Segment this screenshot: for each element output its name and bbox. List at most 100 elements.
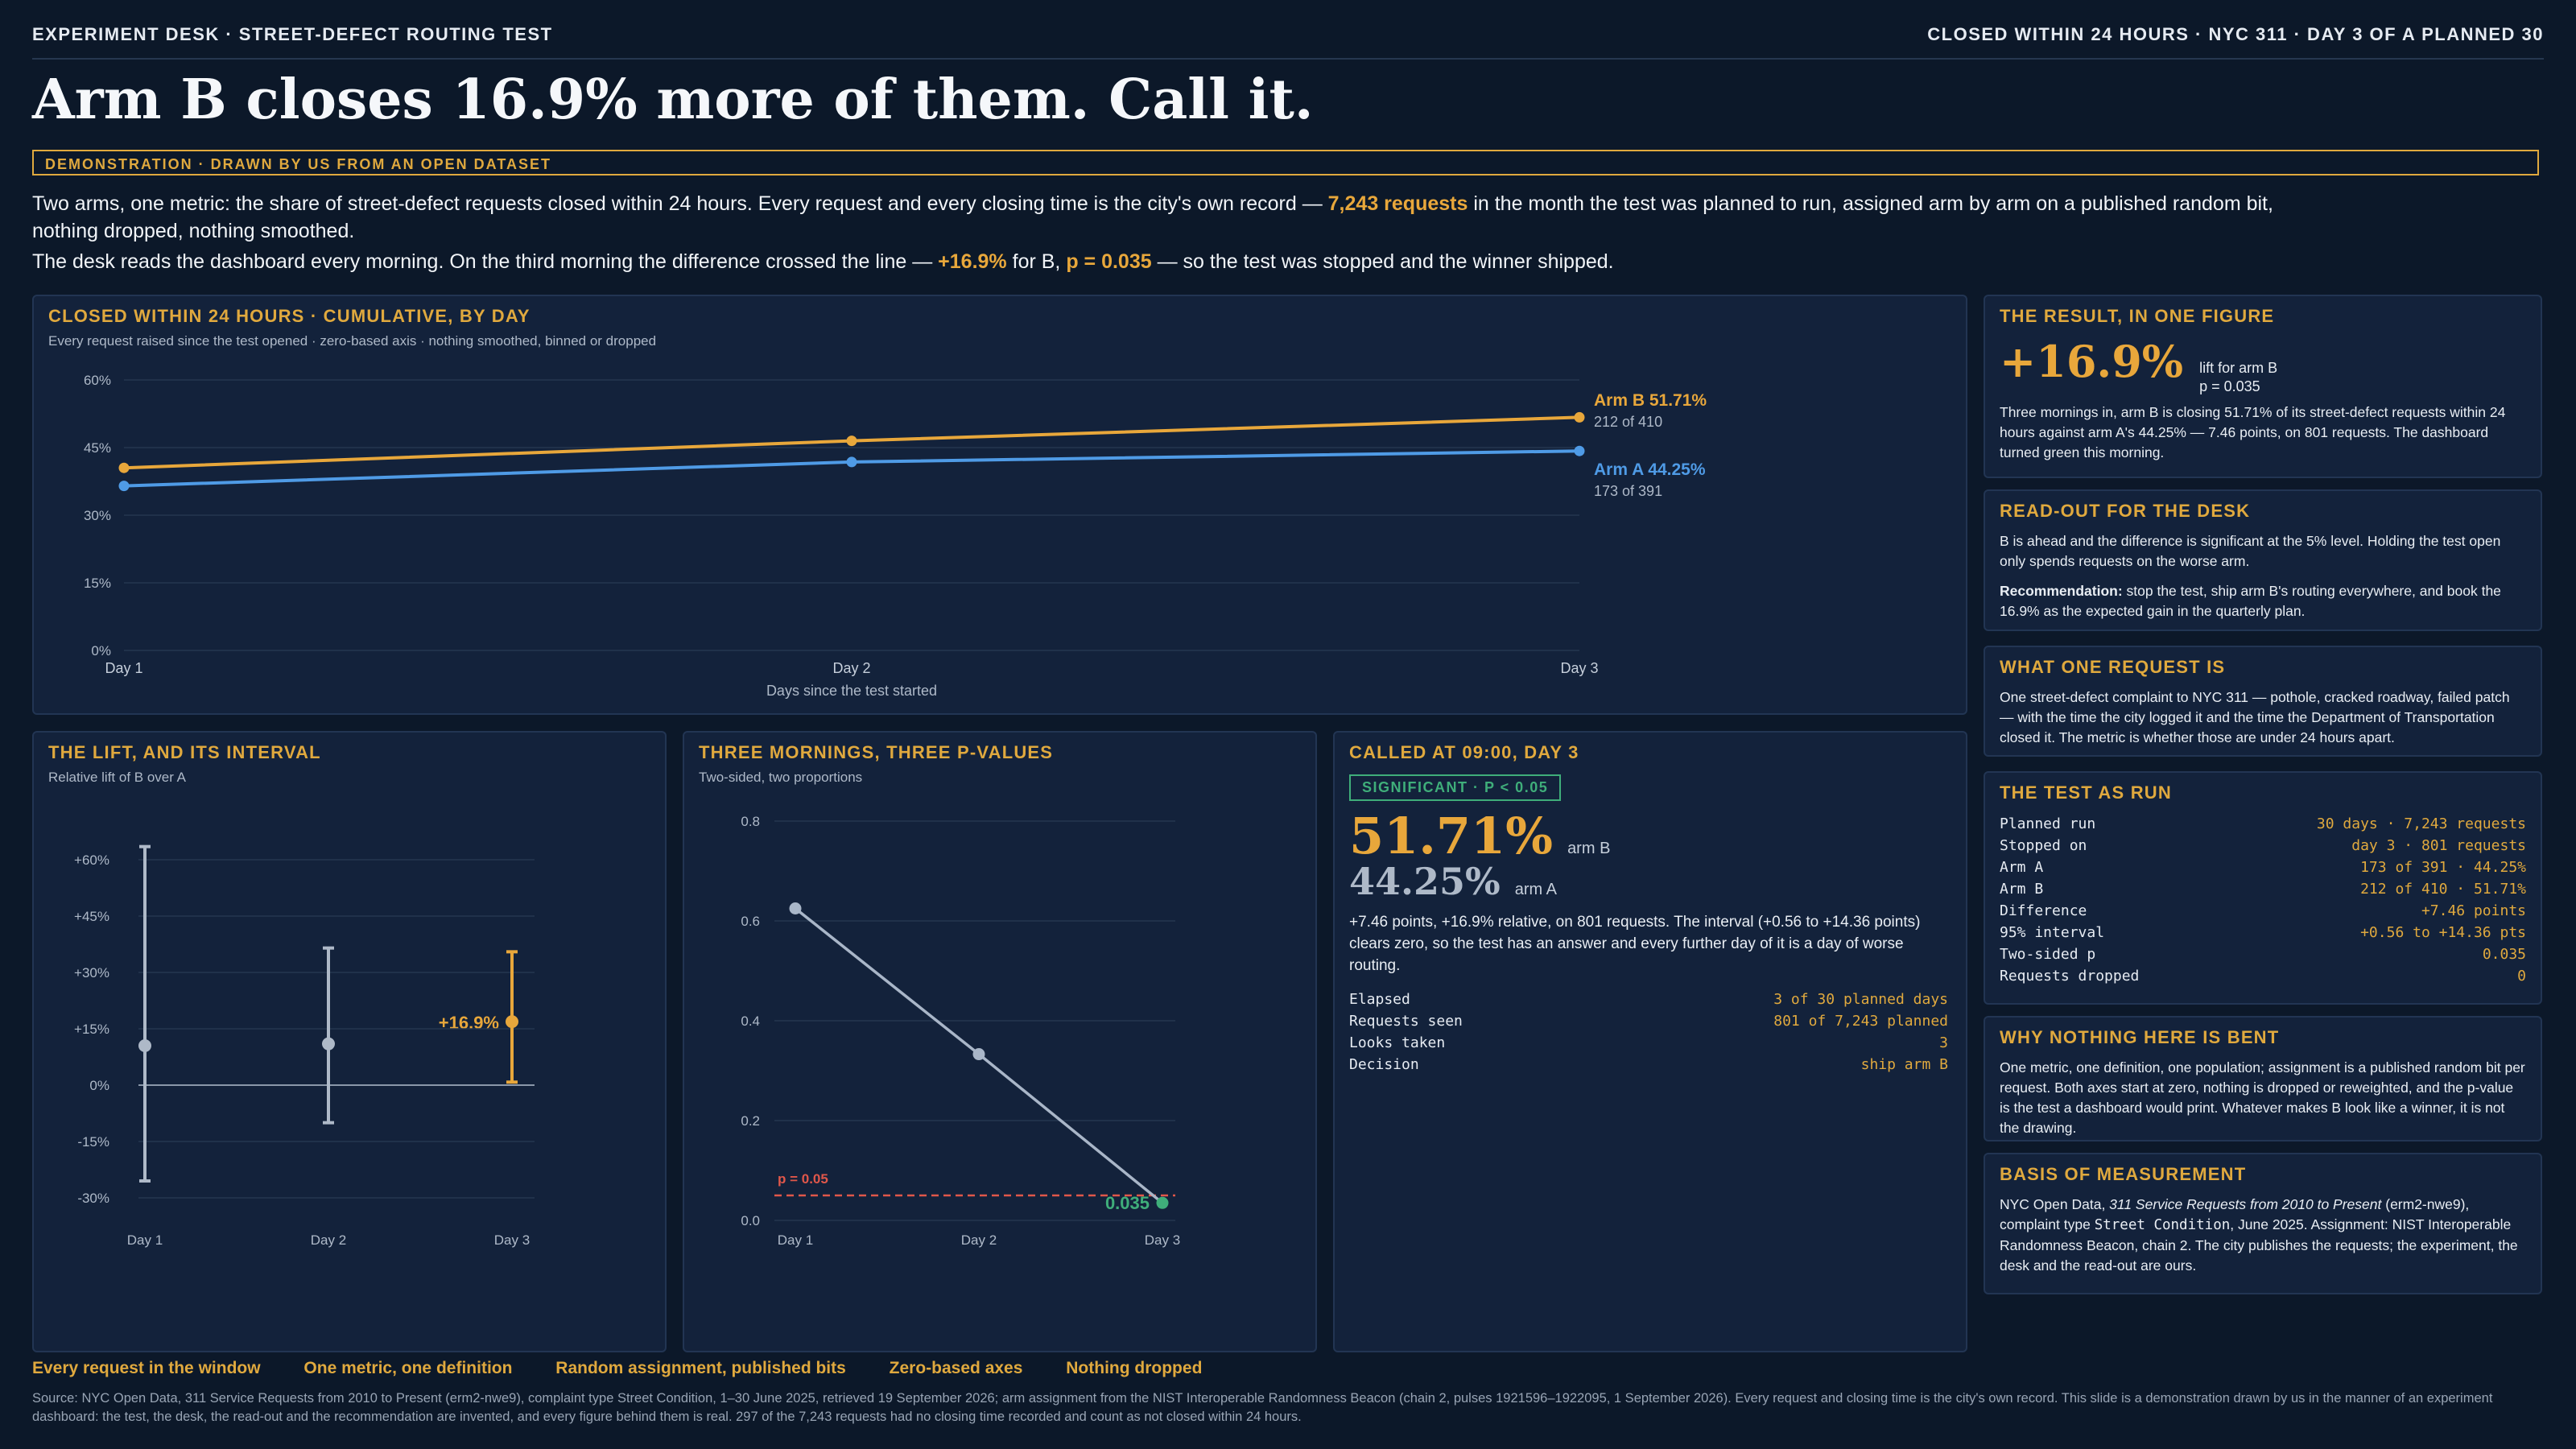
test-value: 0.035	[2482, 946, 2526, 963]
threshold-label: p = 0.05	[778, 1171, 828, 1187]
lift-point	[138, 1039, 151, 1052]
lede-paragraph-2: The desk reads the dashboard every morni…	[32, 248, 2334, 275]
request-card: WHAT ONE REQUEST IS One street-defect co…	[1984, 646, 2542, 757]
test-key: 95% interval	[2000, 924, 2105, 941]
test-key: Planned run	[2000, 815, 2096, 832]
test-row: Arm A 173 of 391 · 44.25%	[2000, 857, 2526, 878]
test-value: 173 of 391 · 44.25%	[2360, 859, 2526, 876]
page-title: Arm B closes 16.9% more of them. Call it…	[32, 68, 1314, 132]
pvalue-point	[972, 1048, 985, 1061]
test-key: Arm A	[2000, 859, 2044, 876]
test-key: Requests dropped	[2000, 968, 2140, 985]
recommendation-text: stop the test, ship arm B's routing ever…	[2000, 583, 2501, 619]
result-body: Three mornings in, arm B is closing 51.7…	[2000, 404, 2506, 460]
readout-card: READ-OUT FOR THE DESK B is ahead and the…	[1984, 489, 2542, 631]
big-arm-a-value: 44.25%	[1349, 860, 1501, 903]
footer-tag: Every request in the window	[32, 1359, 261, 1377]
x-tick-label: Day 3	[1560, 660, 1598, 676]
called-value: 3 of 30 planned days	[1773, 991, 1948, 1008]
called-body: +7.46 points, +16.9% relative, on 801 re…	[1349, 914, 1921, 974]
y-tick-label: 15%	[84, 576, 111, 591]
lede-text: for B,	[1006, 250, 1067, 273]
test-row: 95% interval +0.56 to +14.36 pts	[2000, 922, 2526, 943]
lift-title: THE LIFT, AND ITS INTERVAL	[48, 742, 321, 762]
significant-badge: SIGNIFICANT · P < 0.05	[1349, 774, 1562, 801]
called-key: Elapsed	[1349, 991, 1410, 1008]
y-tick-label: +30%	[74, 965, 109, 980]
called-row: Looks taken 3	[1349, 1032, 1948, 1054]
test-value: 0	[2517, 968, 2526, 985]
demonstration-tag: DEMONSTRATION · DRAWN BY US FROM AN OPEN…	[32, 150, 2539, 175]
bent-body: One metric, one definition, one populati…	[2000, 1059, 2525, 1136]
test-value: day 3 · 801 requests	[2351, 837, 2526, 854]
test-card: THE TEST AS RUN Planned run 30 days · 7,2…	[1984, 771, 2542, 1005]
request-body: One street-defect complaint to NYC 311 —…	[2000, 689, 2510, 745]
test-key: Stopped on	[2000, 837, 2087, 854]
test-value: +7.46 points	[2421, 902, 2526, 919]
y-tick-label: 0%	[89, 1078, 109, 1093]
result-note-2: p = 0.035	[2199, 378, 2260, 394]
test-table: Planned run 30 days · 7,243 requests Stopp…	[2000, 813, 2526, 987]
called-row: Decision ship arm B	[1349, 1054, 1948, 1075]
main-chart-subtitle: Every request raised since the test open…	[48, 333, 657, 349]
bent-card: WHY NOTHING HERE IS BENT One metric, one…	[1984, 1016, 2542, 1141]
x-tick-label: Day 3	[494, 1232, 530, 1248]
pvalue-point	[789, 902, 802, 914]
test-row: Stopped on day 3 · 801 requests	[2000, 835, 2526, 857]
called-key: Requests seen	[1349, 1013, 1463, 1030]
data-point	[118, 462, 130, 473]
data-point	[1574, 411, 1585, 423]
pvalue-panel: THREE MORNINGS, THREE P-VALUES Two-sided…	[683, 731, 1317, 1352]
data-point	[846, 456, 857, 468]
footer-tag: Zero-based axes	[889, 1359, 1023, 1377]
y-tick-label: +15%	[74, 1022, 109, 1037]
big-arm-b-value: 51.71%	[1349, 807, 1554, 865]
called-row: Elapsed 3 of 30 planned days	[1349, 989, 1948, 1010]
kicker-left: EXPERIMENT DESK · STREET-DEFECT ROUTING …	[32, 24, 553, 44]
lift-interval-chart: +16.9% -30% -15% 0% +15% +30% +45% +60% Day 1 Da…	[74, 844, 535, 1248]
test-value: +0.56 to +14.36 pts	[2360, 924, 2526, 941]
test-row: Requests dropped 0	[2000, 965, 2526, 987]
x-tick-label: Day 1	[778, 1232, 813, 1248]
called-title: CALLED AT 09:00, DAY 3	[1349, 742, 1579, 762]
y-tick-label: 0.4	[741, 1013, 760, 1029]
test-row: Arm B 212 of 410 · 51.71%	[2000, 878, 2526, 900]
called-panel: CALLED AT 09:00, DAY 3 SIGNIFICANT · P <…	[1333, 731, 1967, 1352]
main-line-chart: Arm B 51.71% 212 of 410 Arm A 44.25% 173…	[84, 373, 1707, 699]
y-tick-label: 0.8	[741, 814, 760, 829]
test-key: Two-sided p	[2000, 946, 2096, 963]
bent-title: WHY NOTHING HERE IS BENT	[2000, 1027, 2280, 1047]
data-point	[118, 481, 130, 492]
test-value: 212 of 410 · 51.71%	[2360, 881, 2526, 898]
lede-text: The desk reads the dashboard every morni…	[32, 250, 939, 273]
big-arm-a-label: arm A	[1514, 881, 1558, 898]
lift-subtitle: Relative lift of B over A	[48, 770, 187, 785]
basis-title: BASIS OF MEASUREMENT	[2000, 1164, 2247, 1184]
x-tick-label: Day 1	[127, 1232, 163, 1248]
basis-text: (erm2-nwe9), complaint type	[2000, 1196, 2470, 1232]
result-big-figure: +16.9%	[2000, 336, 2184, 387]
arm-a-label: Arm A 44.25%	[1594, 460, 1706, 479]
arm-a-count: 173 of 391	[1594, 483, 1662, 499]
basis-card: BASIS OF MEASUREMENT NYC Open Data, 311 …	[1984, 1153, 2542, 1294]
y-tick-label: 0.2	[741, 1113, 760, 1129]
y-tick-label: +45%	[74, 909, 109, 924]
footer-tag: One metric, one definition	[303, 1359, 513, 1377]
x-tick-label: Day 1	[105, 660, 142, 676]
called-value: ship arm B	[1860, 1056, 1948, 1073]
test-key: Difference	[2000, 902, 2087, 919]
basis-dataset-name: 311 Service Requests from 2010 to Presen…	[2109, 1196, 2382, 1212]
test-title: THE TEST AS RUN	[2000, 782, 2172, 803]
big-arm-b: 51.71% arm B	[1349, 807, 1610, 865]
x-tick-label: Day 2	[961, 1232, 997, 1248]
y-tick-label: 30%	[84, 508, 111, 523]
x-tick-label: Day 2	[832, 660, 870, 676]
test-row: Two-sided p 0.035	[2000, 943, 2526, 965]
y-tick-label: 45%	[84, 440, 111, 456]
called-table: Elapsed 3 of 30 planned days Requests seen…	[1349, 989, 1948, 1075]
called-key: Looks taken	[1349, 1034, 1446, 1051]
kicker-right: CLOSED WITHIN 24 HOURS · NYC 311 · DAY 3…	[1927, 24, 2544, 44]
pvalue-point	[1156, 1196, 1169, 1209]
main-chart-panel: CLOSED WITHIN 24 HOURS · CUMULATIVE, BY …	[32, 295, 1967, 715]
big-arm-a: 44.25% arm A	[1349, 860, 1557, 903]
